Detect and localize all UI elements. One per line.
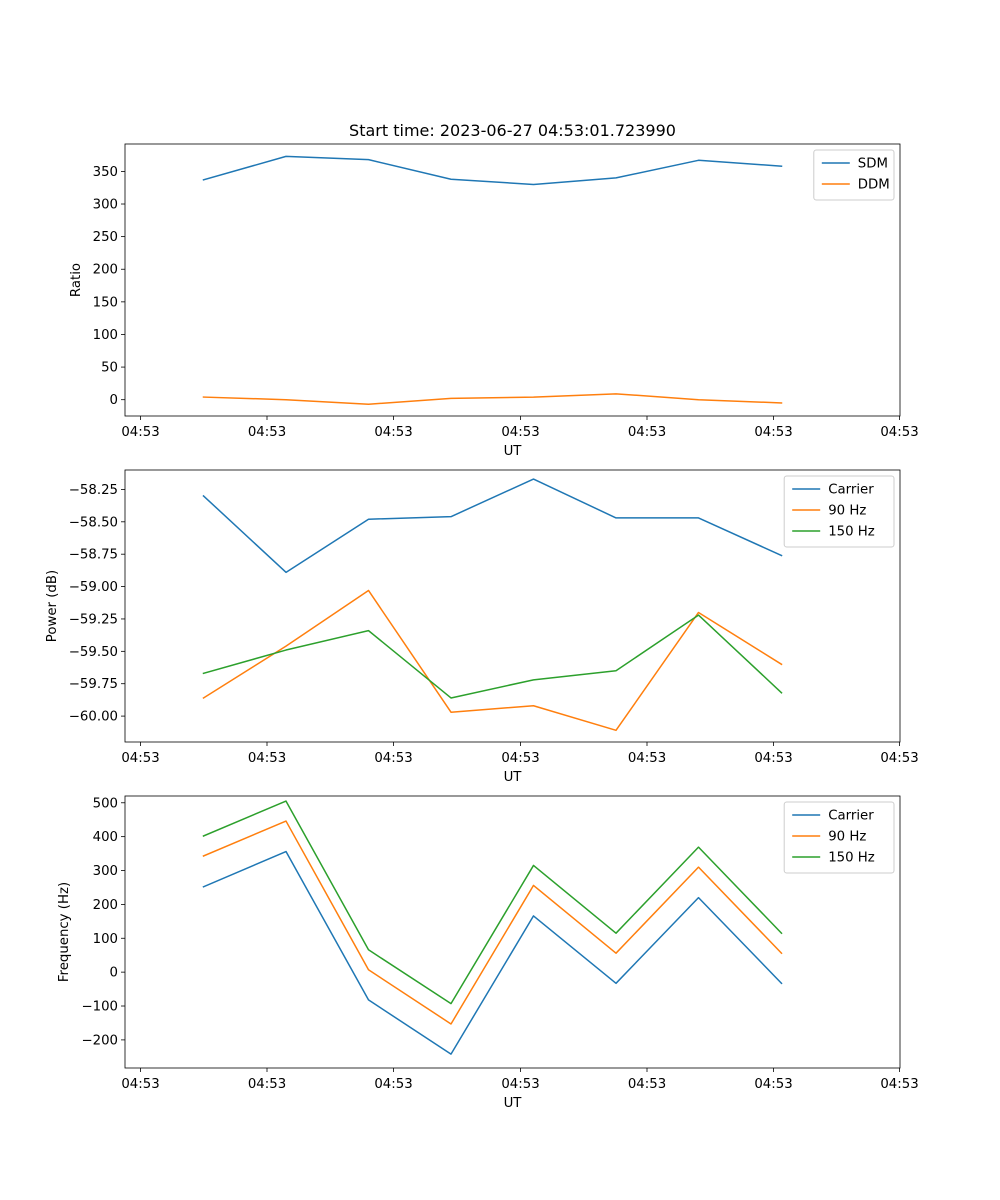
legend-label: 150 Hz — [828, 525, 875, 540]
y-tick-label: 500 — [93, 796, 118, 811]
x-tick-label: 04:53 — [121, 1077, 159, 1092]
y-tick-label: −60.00 — [69, 710, 118, 725]
y-tick-label: 50 — [101, 361, 118, 376]
x-tick-label: 04:53 — [754, 751, 792, 766]
x-tick-label: 04:53 — [248, 1077, 286, 1092]
legend-box — [783, 801, 895, 874]
series-line-150-hz — [202, 614, 783, 699]
y-tick-label: 400 — [93, 830, 118, 845]
axes-frame — [124, 469, 901, 743]
series-line-carrier — [202, 850, 783, 1055]
y-tick-label: 200 — [93, 263, 118, 278]
legend-label: Carrier — [828, 809, 874, 824]
y-tick-label: 150 — [93, 295, 118, 310]
x-tick-label: 04:53 — [374, 425, 412, 440]
y-tick-label: 350 — [93, 165, 118, 180]
x-tick-label: 04:53 — [880, 1077, 918, 1092]
legend-label: 90 Hz — [828, 504, 866, 519]
y-tick-label: 0 — [110, 966, 118, 981]
legend-label: 90 Hz — [828, 830, 866, 845]
x-tick-label: 04:53 — [121, 425, 159, 440]
y-tick-label: 100 — [93, 328, 118, 343]
figure-title: Start time: 2023-06-27 04:53:01.723990 — [349, 121, 676, 140]
y-tick-label: −100 — [81, 1000, 118, 1015]
y-tick-label: −59.75 — [69, 677, 118, 692]
y-tick-label: −59.00 — [69, 580, 118, 595]
legend: SDM DDM — [813, 149, 895, 201]
y-tick-label: 0 — [110, 393, 118, 408]
x-tick-label: 04:53 — [501, 1077, 539, 1092]
x-tick-label: 04:53 — [248, 425, 286, 440]
series-line-90-hz — [202, 589, 783, 732]
series-line-150-hz — [202, 800, 783, 1005]
series-line-90-hz — [202, 820, 783, 1025]
y-tick-label: 250 — [93, 230, 118, 245]
legend-box — [783, 475, 895, 548]
panel-2: −60.00 −59.75 −59.50 −59.25 −59.00 −58.75 −58.… — [45, 469, 919, 785]
x-tick-label: 04:53 — [880, 425, 918, 440]
y-tick-label: −58.75 — [69, 548, 118, 563]
y-tick-label: 100 — [93, 932, 118, 947]
x-tick-label: 04:53 — [374, 1077, 412, 1092]
series-line-ddm — [202, 393, 783, 406]
series-line-carrier — [202, 478, 783, 574]
x-axis-label: UT — [504, 1096, 523, 1111]
x-tick-label: 04:53 — [501, 751, 539, 766]
panel-1: 0 50 100 150 200 250 300 350 04:53 04:53 04:53 04:5… — [69, 143, 919, 459]
x-tick-label: 04:53 — [248, 751, 286, 766]
y-tick-label: −59.25 — [69, 612, 118, 627]
y-tick-label: −58.50 — [69, 515, 118, 530]
y-tick-label: 200 — [93, 898, 118, 913]
y-tick-label: 300 — [93, 864, 118, 879]
y-tick-label: −59.50 — [69, 645, 118, 660]
y-tick-label: −58.25 — [69, 483, 118, 498]
legend-label: DDM — [858, 178, 890, 193]
x-tick-label: 04:53 — [754, 1077, 792, 1092]
x-tick-label: 04:53 — [374, 751, 412, 766]
series-line-sdm — [202, 155, 783, 186]
y-axis-label: Power (dB) — [45, 570, 60, 642]
legend-label: SDM — [858, 157, 888, 172]
legend-label: 150 Hz — [828, 851, 875, 866]
legend: Carrier 90 Hz 150 Hz — [783, 801, 895, 874]
y-axis-label: Ratio — [69, 263, 84, 297]
x-tick-label: 04:53 — [121, 751, 159, 766]
y-tick-label: 300 — [93, 198, 118, 213]
x-tick-label: 04:53 — [628, 1077, 666, 1092]
x-tick-label: 04:53 — [754, 425, 792, 440]
legend-label: Carrier — [828, 483, 874, 498]
y-axis-label: Frequency (Hz) — [57, 882, 72, 982]
x-tick-label: 04:53 — [628, 425, 666, 440]
panels: 0 50 100 150 200 250 300 350 04:53 04:53 04:53 04:5… — [45, 143, 919, 1111]
panel-3: −200 −100 0 100 200 300 400 500 04:53 04:53 04:53 0… — [57, 795, 919, 1111]
x-tick-label: 04:53 — [628, 751, 666, 766]
x-tick-label: 04:53 — [880, 751, 918, 766]
x-tick-label: 04:53 — [501, 425, 539, 440]
y-tick-label: −200 — [81, 1033, 118, 1048]
axes-frame — [124, 143, 901, 417]
x-axis-label: UT — [504, 770, 523, 785]
axes-frame — [124, 795, 901, 1069]
legend: Carrier 90 Hz 150 Hz — [783, 475, 895, 548]
x-axis-label: UT — [504, 444, 523, 459]
